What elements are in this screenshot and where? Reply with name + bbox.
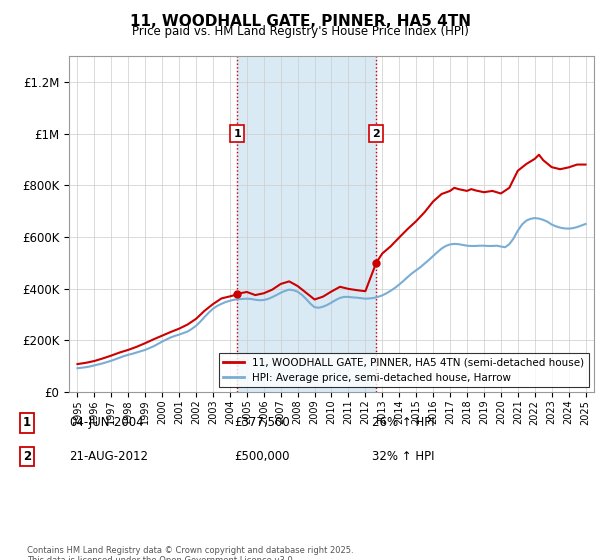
- Text: Contains HM Land Registry data © Crown copyright and database right 2025.
This d: Contains HM Land Registry data © Crown c…: [27, 546, 353, 560]
- Text: 1: 1: [23, 416, 31, 430]
- Text: £500,000: £500,000: [234, 450, 290, 463]
- Text: 11, WOODHALL GATE, PINNER, HA5 4TN: 11, WOODHALL GATE, PINNER, HA5 4TN: [130, 14, 470, 29]
- Text: 1: 1: [233, 129, 241, 138]
- Text: £377,500: £377,500: [234, 416, 290, 430]
- Text: 2: 2: [23, 450, 31, 463]
- Legend: 11, WOODHALL GATE, PINNER, HA5 4TN (semi-detached house), HPI: Average price, se: 11, WOODHALL GATE, PINNER, HA5 4TN (semi…: [219, 353, 589, 387]
- Text: 26% ↑ HPI: 26% ↑ HPI: [372, 416, 434, 430]
- Text: 32% ↑ HPI: 32% ↑ HPI: [372, 450, 434, 463]
- Bar: [237, 56, 376, 392]
- Text: 21-AUG-2012: 21-AUG-2012: [69, 450, 148, 463]
- Text: Price paid vs. HM Land Registry's House Price Index (HPI): Price paid vs. HM Land Registry's House …: [131, 25, 469, 38]
- Text: 04-JUN-2004: 04-JUN-2004: [69, 416, 143, 430]
- Text: 2: 2: [373, 129, 380, 138]
